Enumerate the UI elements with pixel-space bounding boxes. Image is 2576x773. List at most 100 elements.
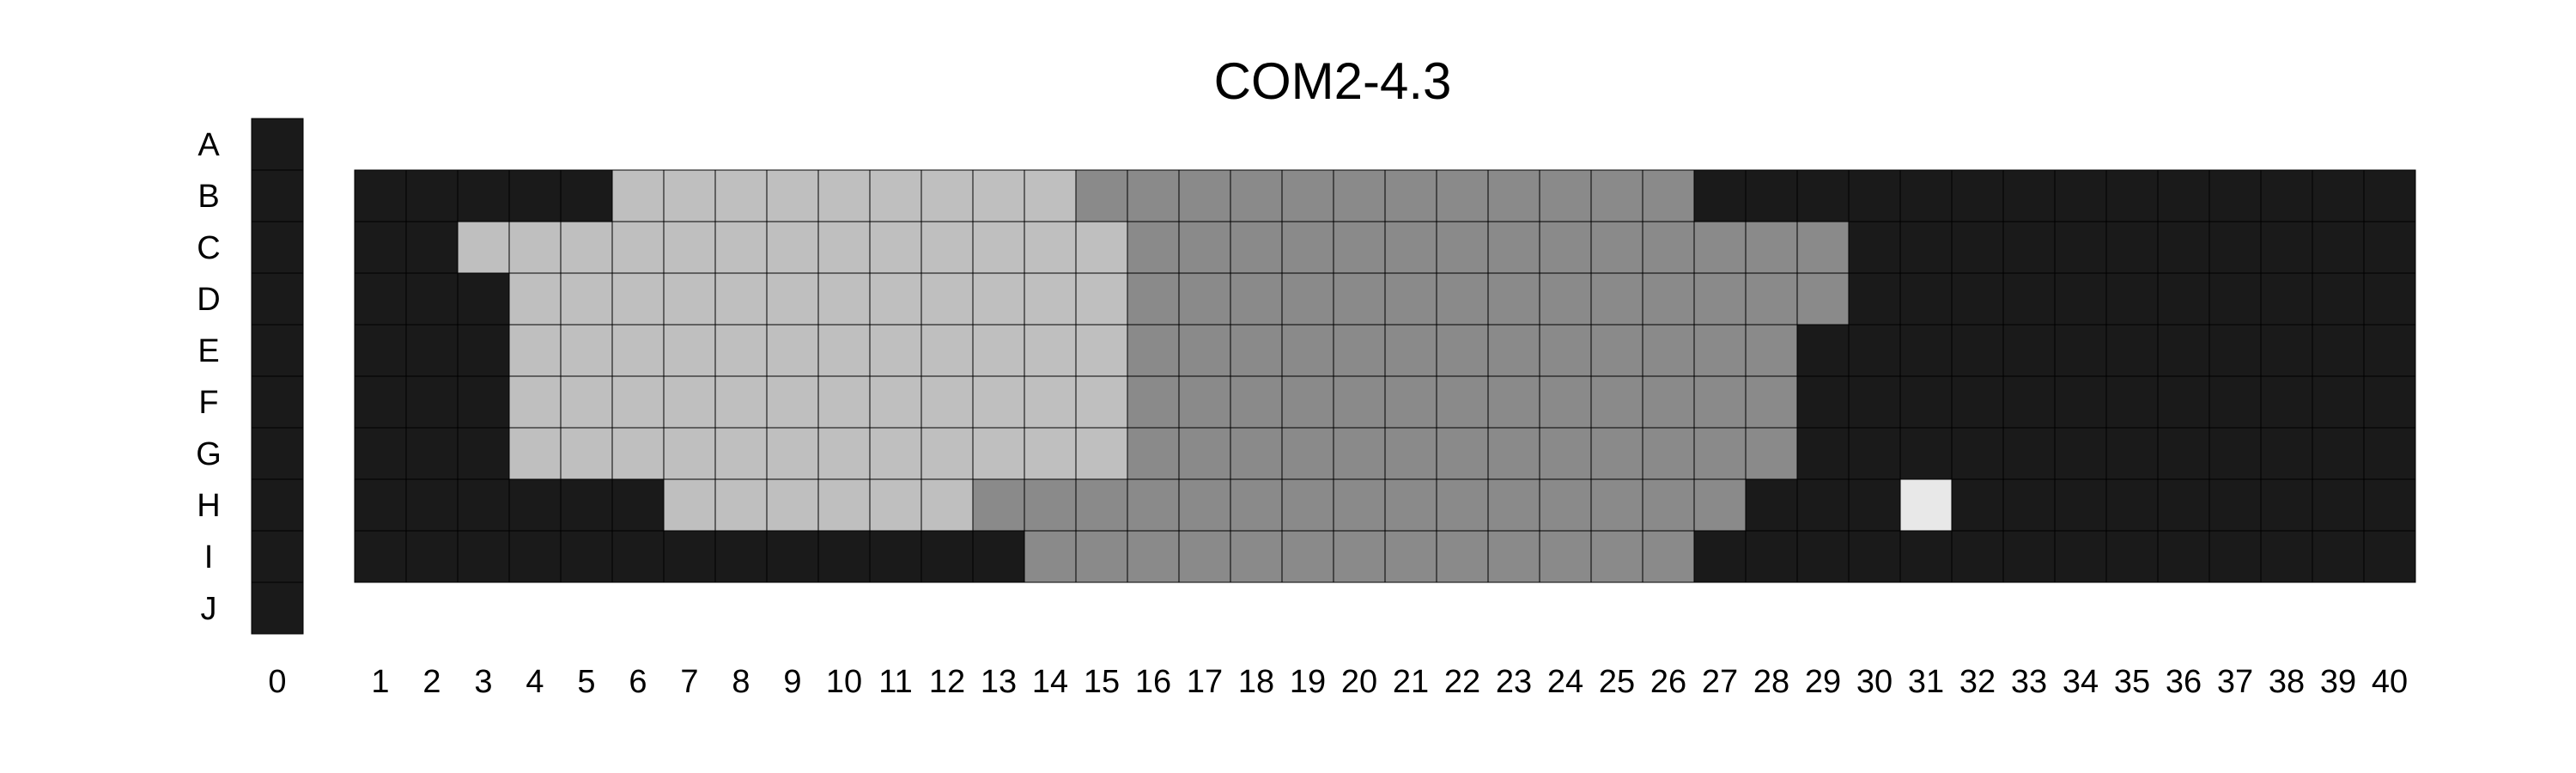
- cell-F16: [1127, 375, 1180, 429]
- cell-B33: [2002, 169, 2056, 222]
- cell-G22: [1436, 427, 1489, 480]
- cell-I26: [1642, 530, 1695, 583]
- cell-E23: [1487, 324, 1540, 377]
- row-label-D: D: [197, 282, 220, 318]
- cell-I27: [1693, 530, 1747, 583]
- column-label-5: 5: [577, 664, 595, 700]
- cell-H25: [1590, 478, 1643, 532]
- cell-D10: [817, 272, 871, 326]
- cell-F28: [1745, 375, 1798, 429]
- row-label-B: B: [197, 179, 219, 215]
- cell-F12: [920, 375, 974, 429]
- column-label-15: 15: [1084, 664, 1120, 700]
- column-label-26: 26: [1650, 664, 1686, 700]
- row-label-I: I: [204, 539, 214, 575]
- column-label-34: 34: [2063, 664, 2099, 700]
- cell-D32: [1951, 272, 2004, 326]
- column-label-25: 25: [1599, 664, 1635, 700]
- cell-I35: [2105, 530, 2159, 583]
- cell-F33: [2002, 375, 2056, 429]
- cell-C4: [508, 221, 562, 274]
- cell-H7: [663, 478, 716, 532]
- cell-E16: [1127, 324, 1180, 377]
- column-label-1: 1: [371, 664, 389, 700]
- cell-F21: [1384, 375, 1437, 429]
- cell-H0: [251, 478, 304, 532]
- cell-D5: [560, 272, 613, 326]
- cell-F26: [1642, 375, 1695, 429]
- cell-G35: [2105, 427, 2159, 480]
- row-label-C: C: [197, 230, 220, 266]
- cell-D28: [1745, 272, 1798, 326]
- cell-G18: [1230, 427, 1283, 480]
- cell-C19: [1281, 221, 1334, 274]
- cell-F38: [2260, 375, 2313, 429]
- cell-I30: [1848, 530, 1901, 583]
- cell-I18: [1230, 530, 1283, 583]
- cell-I3: [457, 530, 510, 583]
- cell-D9: [766, 272, 819, 326]
- cell-E31: [1899, 324, 1953, 377]
- cell-I34: [2054, 530, 2107, 583]
- cell-G33: [2002, 427, 2056, 480]
- cell-G23: [1487, 427, 1540, 480]
- column-label-33: 33: [2011, 664, 2047, 700]
- column-label-39: 39: [2320, 664, 2356, 700]
- cell-E28: [1745, 324, 1798, 377]
- cell-E36: [2157, 324, 2210, 377]
- cell-B29: [1796, 169, 1850, 222]
- column-label-24: 24: [1547, 664, 1583, 700]
- cell-B17: [1178, 169, 1231, 222]
- column-label-31: 31: [1908, 664, 1944, 700]
- cell-I17: [1178, 530, 1231, 583]
- column-label-6: 6: [629, 664, 647, 700]
- column-label-30: 30: [1856, 664, 1893, 700]
- cell-B32: [1951, 169, 2004, 222]
- cell-H34: [2054, 478, 2107, 532]
- cell-C15: [1075, 221, 1128, 274]
- cell-C27: [1693, 221, 1747, 274]
- cell-F32: [1951, 375, 2004, 429]
- cell-D34: [2054, 272, 2107, 326]
- cell-C13: [972, 221, 1025, 274]
- cell-G24: [1539, 427, 1592, 480]
- cell-G20: [1333, 427, 1386, 480]
- cell-B38: [2260, 169, 2313, 222]
- column-label-22: 22: [1444, 664, 1480, 700]
- cell-E17: [1178, 324, 1231, 377]
- cell-H33: [2002, 478, 2056, 532]
- column-label-8: 8: [732, 664, 750, 700]
- cell-H31: [1899, 478, 1953, 532]
- cell-C21: [1384, 221, 1437, 274]
- cell-H19: [1281, 478, 1334, 532]
- cell-H30: [1848, 478, 1901, 532]
- cell-I15: [1075, 530, 1128, 583]
- column-label-32: 32: [1959, 664, 1996, 700]
- cell-I9: [766, 530, 819, 583]
- cell-C20: [1333, 221, 1386, 274]
- row-label-J: J: [201, 591, 217, 627]
- cell-E25: [1590, 324, 1643, 377]
- cell-F14: [1024, 375, 1077, 429]
- cell-H17: [1178, 478, 1231, 532]
- cell-I1: [354, 530, 407, 583]
- cell-I8: [714, 530, 768, 583]
- column-label-13: 13: [981, 664, 1017, 700]
- cell-E7: [663, 324, 716, 377]
- cell-F31: [1899, 375, 1953, 429]
- cell-F19: [1281, 375, 1334, 429]
- cell-H11: [869, 478, 922, 532]
- cell-G3: [457, 427, 510, 480]
- cell-H32: [1951, 478, 2004, 532]
- cell-I24: [1539, 530, 1592, 583]
- cell-D36: [2157, 272, 2210, 326]
- cell-B34: [2054, 169, 2107, 222]
- cell-F36: [2157, 375, 2210, 429]
- column-label-17: 17: [1187, 664, 1223, 700]
- cell-F40: [2363, 375, 2416, 429]
- cell-F0: [251, 375, 304, 429]
- column-label-3: 3: [474, 664, 492, 700]
- column-label-4: 4: [526, 664, 544, 700]
- cell-B9: [766, 169, 819, 222]
